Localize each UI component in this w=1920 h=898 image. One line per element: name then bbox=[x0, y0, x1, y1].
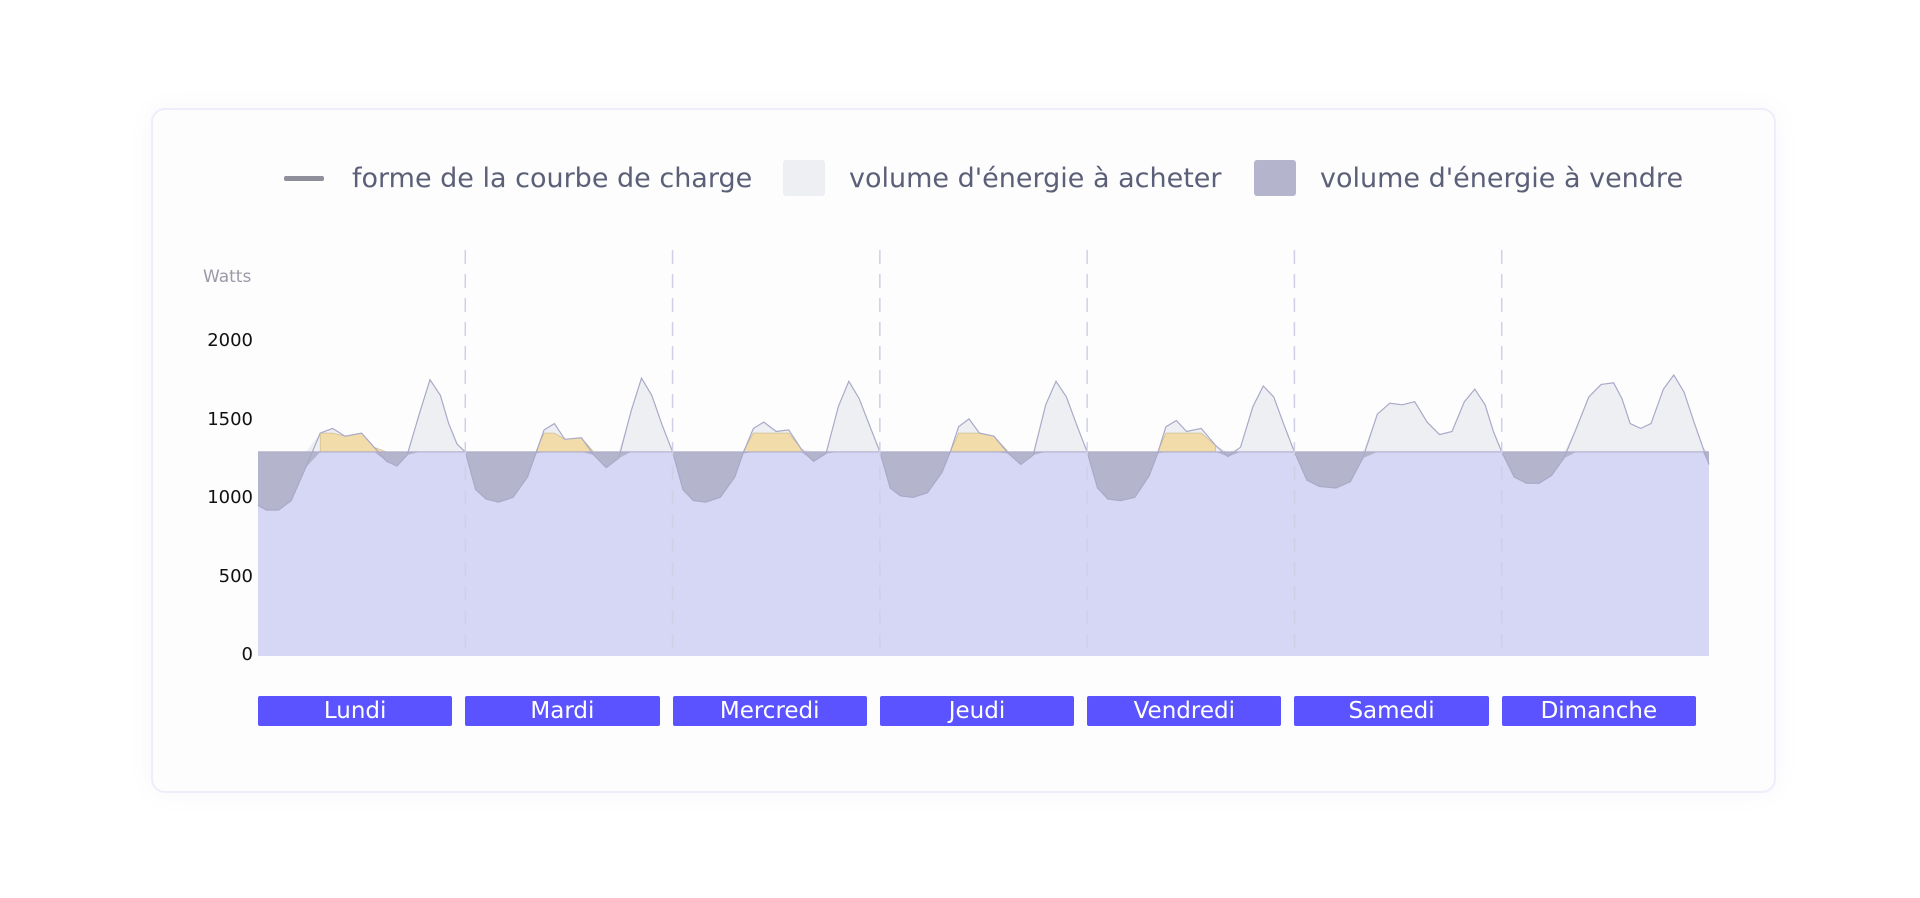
legend-label-load-curve: forme de la courbe de charge bbox=[352, 162, 753, 194]
load-curve-line bbox=[257, 373, 1710, 511]
legend-item-sell-volume: volume d'énergie à vendre bbox=[1254, 158, 1683, 198]
stored-energy-area bbox=[319, 432, 387, 453]
legend-swatch-buy-icon bbox=[783, 160, 825, 196]
y-tick-label: 2000 bbox=[207, 330, 253, 351]
legend-label-sell-volume: volume d'énergie à vendre bbox=[1320, 162, 1684, 194]
legend-line-icon bbox=[284, 175, 324, 181]
y-axis-label: Watts bbox=[203, 267, 252, 287]
day-button-jeudi[interactable]: Jeudi bbox=[879, 696, 1075, 726]
day-button-samedi[interactable]: Samedi bbox=[1294, 696, 1489, 726]
day-button-vendredi[interactable]: Vendredi bbox=[1087, 696, 1282, 726]
legend-item-buy-volume: volume d'énergie à acheter bbox=[783, 158, 1222, 198]
day-button-mercredi[interactable]: Mercredi bbox=[672, 696, 867, 726]
legend-item-load-curve: forme de la courbe de charge bbox=[284, 158, 752, 198]
day-button-mardi[interactable]: Mardi bbox=[465, 696, 660, 726]
legend-label-buy-volume: volume d'énergie à acheter bbox=[849, 162, 1222, 194]
chart-card: forme de la courbe de charge volume d'én… bbox=[151, 108, 1776, 793]
y-tick-label: 500 bbox=[218, 565, 253, 587]
y-tick-label: 0 bbox=[241, 644, 253, 665]
y-tick-label: 1000 bbox=[207, 487, 253, 508]
day-button-dimanche[interactable]: Dimanche bbox=[1501, 696, 1696, 726]
sell-volume-area bbox=[258, 451, 1709, 510]
legend-swatch-sell-icon bbox=[1254, 160, 1296, 196]
day-button-lundi[interactable]: Lundi bbox=[258, 696, 453, 726]
legend: forme de la courbe de charge volume d'én… bbox=[153, 158, 1774, 198]
load-curve-plot bbox=[257, 250, 1710, 656]
y-tick-label: 1500 bbox=[207, 408, 253, 430]
